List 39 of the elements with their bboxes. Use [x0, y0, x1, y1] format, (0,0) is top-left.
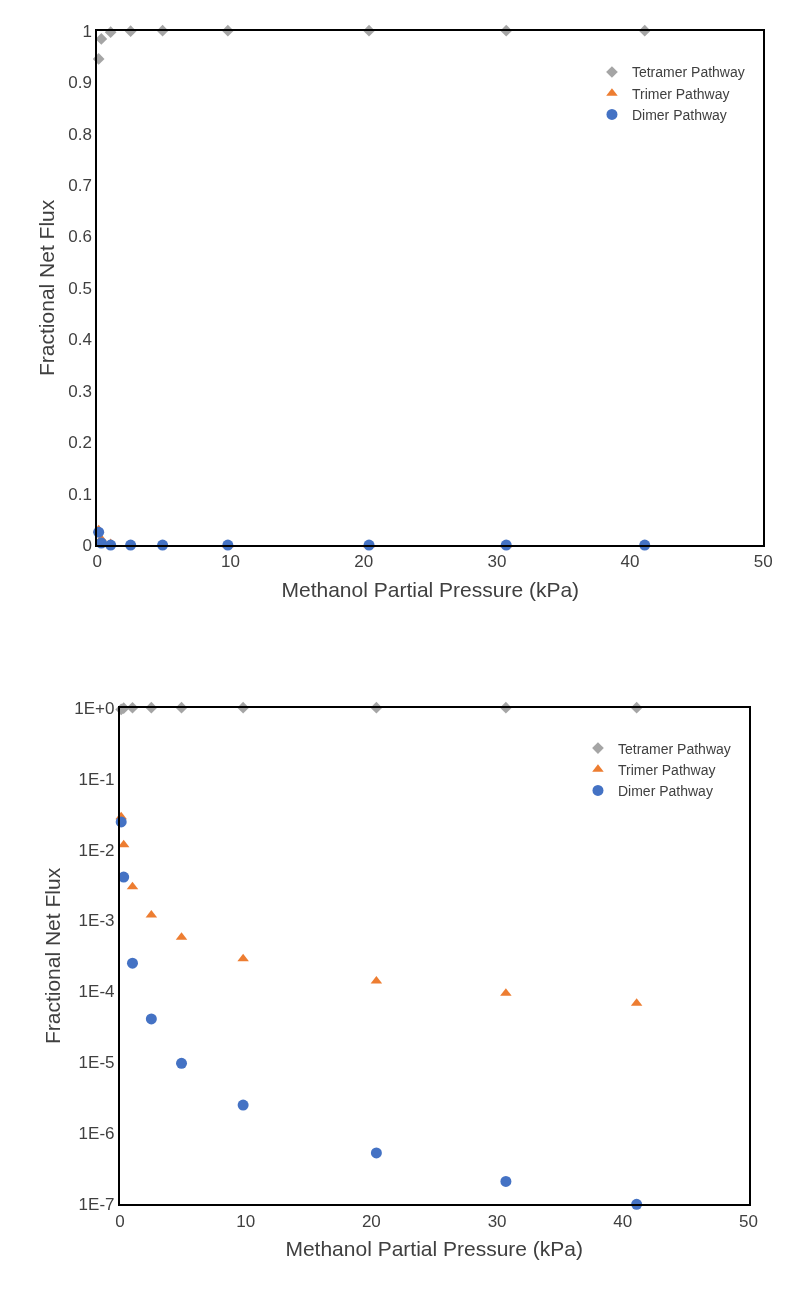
y-tick-label: 1E-6 [78, 1124, 115, 1144]
x-axis-title: Methanol Partial Pressure (kPa) [285, 1237, 584, 1261]
y-tick-label: 0.5 [68, 278, 92, 298]
y-tick-label: 1E-4 [78, 982, 115, 1002]
legend-label: Tetramer Pathway [631, 64, 745, 81]
x-tick-label: 40 [613, 1211, 633, 1231]
y-tick-label: 0.8 [68, 124, 92, 144]
y-tick-label: 0.1 [68, 484, 92, 504]
x-tick-label: 10 [221, 552, 240, 572]
y-tick-label: 0.4 [68, 330, 92, 350]
y-tick-label: 1E-7 [78, 1195, 115, 1215]
legend-label: Dimer Pathway [631, 106, 727, 123]
y-tick-label: 1E-1 [78, 769, 115, 789]
y-tick-label: 0 [82, 536, 92, 556]
y-tick-label: 0.7 [68, 175, 92, 195]
x-tick-label: 40 [620, 552, 640, 572]
y-tick-label: 1 [82, 21, 92, 41]
x-tick-label: 20 [361, 1211, 381, 1231]
y-tick-label: 0.3 [68, 381, 92, 401]
x-tick-label: 50 [739, 1211, 758, 1231]
y-axis-title: Fractional Net Flux [34, 199, 58, 376]
y-axis-title: Fractional Net Flux [40, 867, 64, 1045]
legend-label: Trimer Pathway [617, 761, 716, 778]
y-tick-label: 1E-3 [78, 911, 115, 931]
y-tick-label: 0.6 [68, 227, 92, 247]
x-tick-label: 30 [487, 552, 507, 572]
y-tick-label: 1E-5 [78, 1053, 115, 1073]
x-tick-label: 30 [487, 1211, 507, 1231]
x-tick-label: 50 [753, 552, 773, 572]
y-tick-label: 0.2 [68, 433, 92, 453]
x-tick-label: 20 [354, 552, 374, 572]
legend-label: Trimer Pathway [631, 85, 730, 102]
x-axis-title: Methanol Partial Pressure (kPa) [281, 578, 580, 602]
legend-label: Dimer Pathway [617, 782, 713, 799]
y-tick-label: 1E+0 [74, 698, 115, 718]
legend-label: Tetramer Pathway [617, 740, 731, 757]
x-tick-label: 10 [236, 1211, 256, 1231]
y-tick-label: 1E-2 [78, 840, 115, 860]
y-tick-label: 0.9 [68, 73, 92, 93]
